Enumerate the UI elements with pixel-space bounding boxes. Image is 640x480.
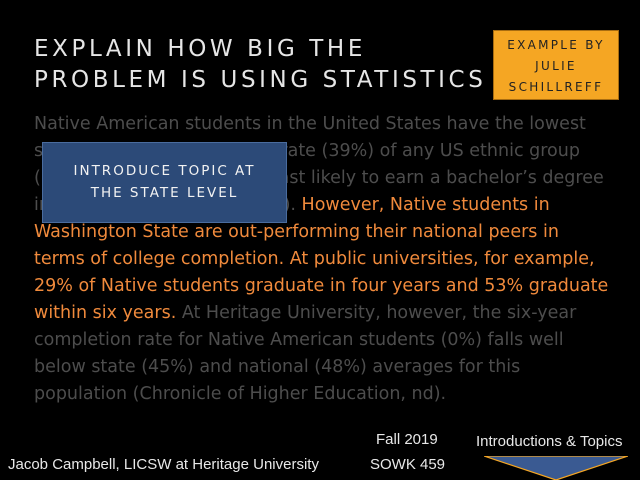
footer-term: Fall 2019 (376, 431, 438, 448)
slide-title-line-2: PROBLEM IS USING STATISTICS (34, 67, 487, 93)
body-dim-text-2: At Heritage University, however, the six… (34, 303, 577, 404)
callout-line-1: INTRODUCE TOPIC AT (73, 163, 256, 179)
footer-course: SOWK 459 (370, 456, 446, 473)
slide-title-line-1: EXPLAIN HOW BIG THE (34, 36, 366, 62)
nav-introductions-topics-link[interactable]: Introductions & Topics (476, 433, 623, 450)
footer-author: Jacob Campbell, LICSW at Heritage Univer… (8, 456, 319, 473)
example-by-badge: EXAMPLE BY JULIE SCHILLREFF (493, 30, 619, 100)
introduce-topic-callout: INTRODUCE TOPIC AT THE STATE LEVEL (42, 142, 287, 223)
badge-line-2: JULIE (535, 59, 577, 73)
slide-title: EXPLAIN HOW BIG THE PROBLEM IS USING STA… (34, 34, 486, 96)
badge-line-1: EXAMPLE BY (507, 38, 605, 52)
body-highlighted-text: However, Native students in Washington S… (34, 195, 609, 323)
badge-line-3: SCHILLREFF (508, 80, 604, 94)
triangle-down-icon[interactable] (484, 456, 628, 480)
callout-line-2: THE STATE LEVEL (90, 185, 239, 201)
